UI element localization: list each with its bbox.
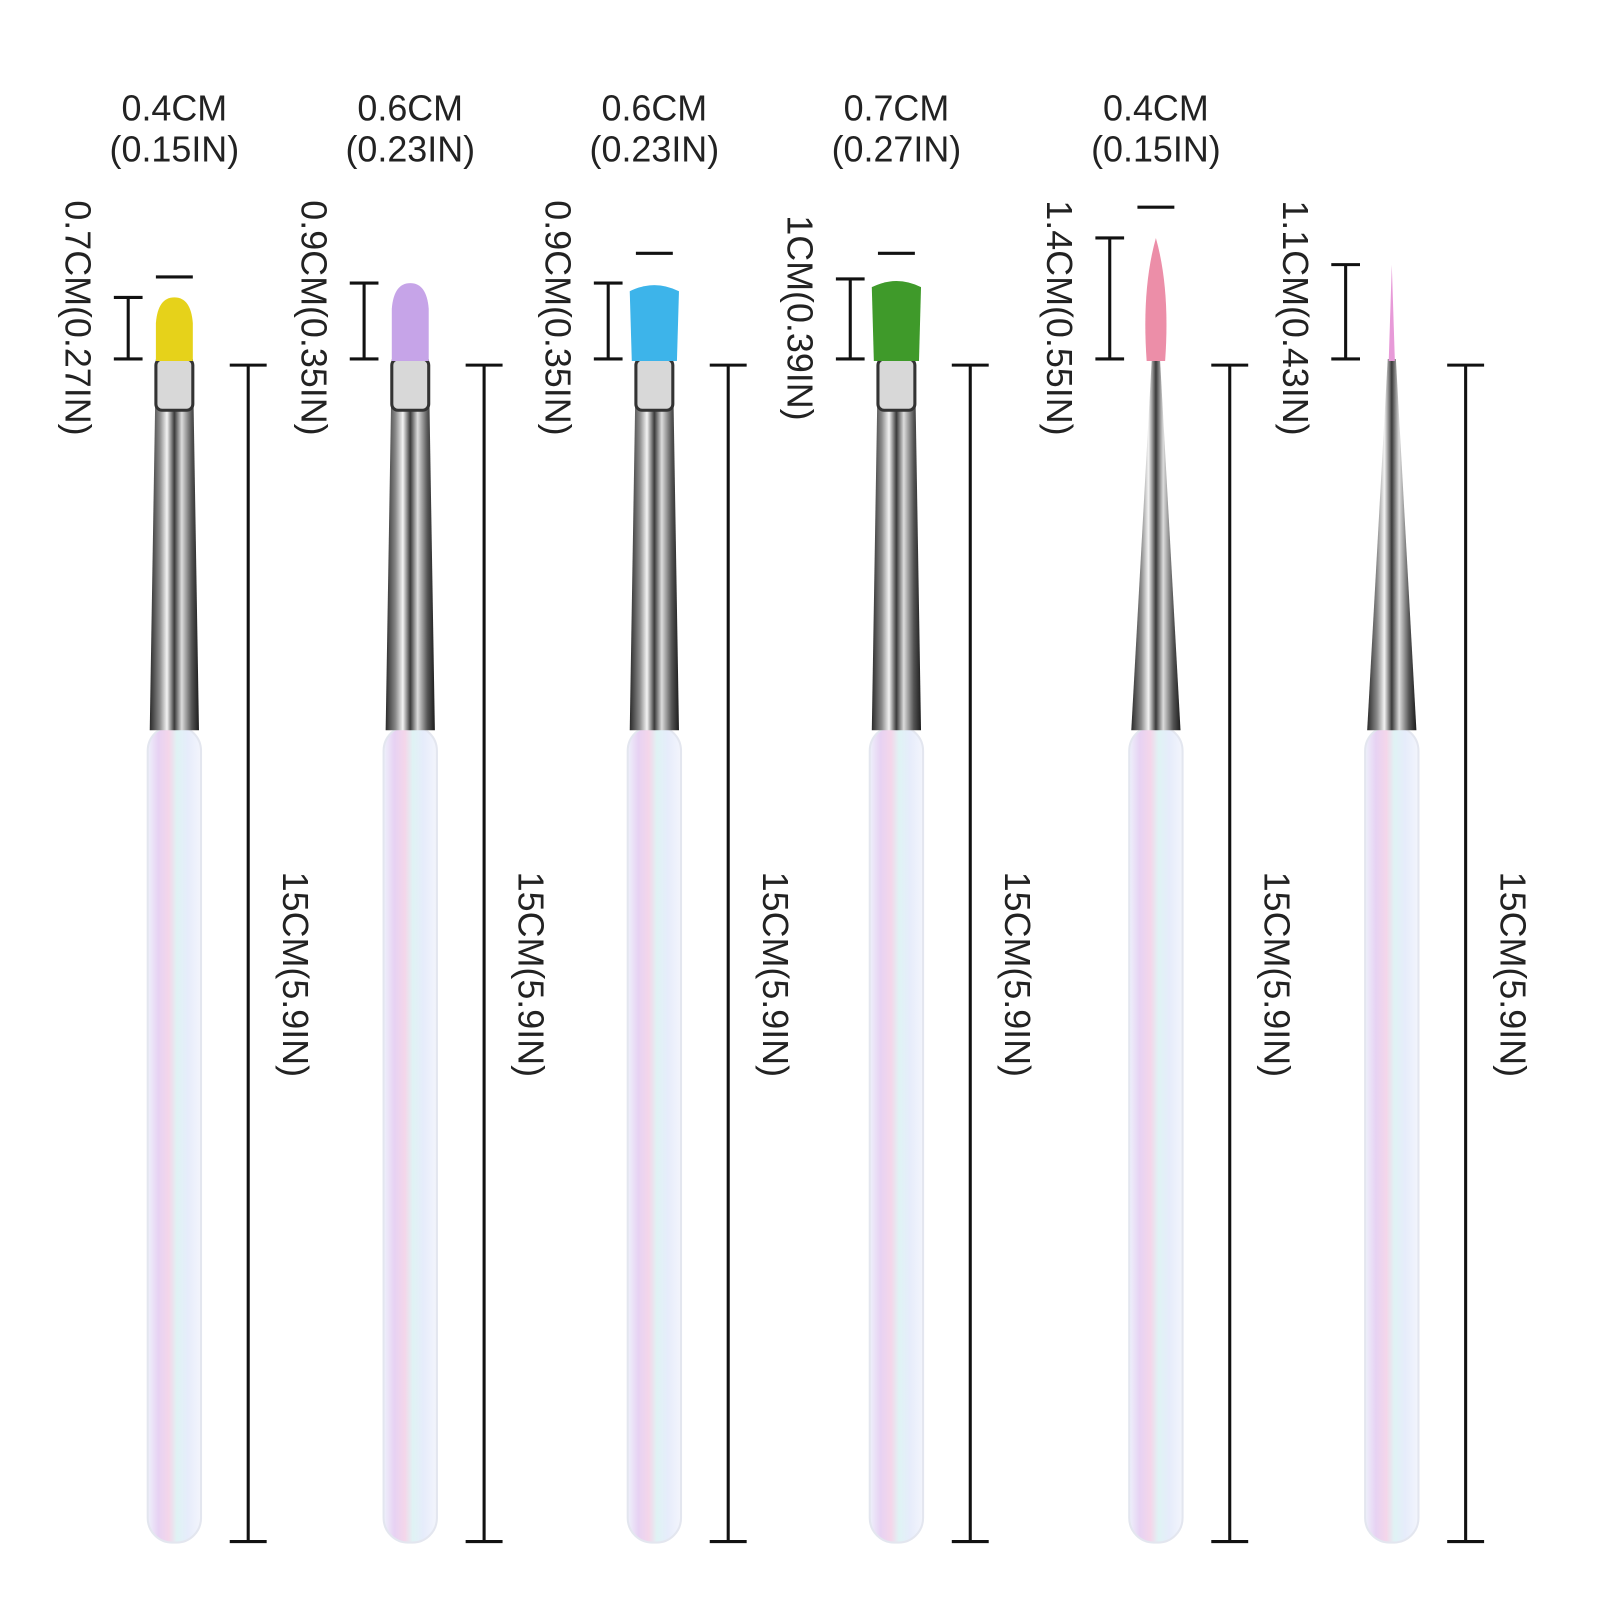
bristle-bracket xyxy=(349,281,379,361)
bristle-length-label: 1CM(0.39IN) xyxy=(779,215,819,420)
total-length-label: 15CM(5.9IN) xyxy=(511,872,551,1077)
bristles xyxy=(155,297,193,362)
brush-handle xyxy=(1364,725,1420,1544)
bristle-bracket xyxy=(113,295,143,361)
total-length-label: 15CM(5.9IN) xyxy=(997,872,1037,1077)
brush-handle xyxy=(146,725,203,1544)
bristle-length-label: 0.9CM(0.35IN) xyxy=(293,200,333,435)
brush-ferrule xyxy=(149,358,199,731)
ferrule-cap xyxy=(876,357,917,412)
ferrule-cap xyxy=(154,357,195,412)
bristle-bracket xyxy=(593,281,623,361)
bristle-length-label: 0.7CM(0.27IN) xyxy=(57,200,97,435)
brush-ferrule xyxy=(629,358,679,731)
bristle-bracket xyxy=(835,277,865,361)
brush-handle xyxy=(1128,725,1184,1544)
width-inch-label: (0.23IN) xyxy=(345,129,475,169)
length-line xyxy=(709,363,747,1544)
length-line xyxy=(1211,363,1249,1544)
ferrule-cap xyxy=(634,357,675,412)
bristle-length-label: 0.9CM(0.35IN) xyxy=(537,200,577,435)
total-length-label: 15CM(5.9IN) xyxy=(755,872,795,1077)
bristle-length-label: 1.4CM(0.55IN) xyxy=(1039,200,1079,435)
bristles xyxy=(1388,264,1395,362)
width-label: 0.4CM xyxy=(122,88,228,128)
width-label: 0.6CM xyxy=(602,88,708,128)
total-length-label: 15CM(5.9IN) xyxy=(1492,872,1532,1077)
brush-handle xyxy=(382,725,438,1544)
bristles xyxy=(1145,237,1167,362)
width-inch-label: (0.27IN) xyxy=(832,129,962,169)
width-label: 0.7CM xyxy=(844,88,950,128)
ferrule-cap xyxy=(390,357,431,412)
brush-ferrule xyxy=(871,358,922,731)
brush-ferrule xyxy=(1131,358,1181,731)
brush-handle xyxy=(626,725,683,1544)
brush-ferrule xyxy=(1367,358,1417,731)
width-inch-label: (0.15IN) xyxy=(1091,129,1221,169)
width-inch-label: (0.15IN) xyxy=(110,129,240,169)
width-label: 0.4CM xyxy=(1103,88,1209,128)
bristle-bracket xyxy=(1331,263,1360,361)
length-line xyxy=(229,363,267,1544)
total-length-label: 15CM(5.9IN) xyxy=(275,872,315,1077)
bristles xyxy=(871,281,922,362)
width-inch-label: (0.23IN) xyxy=(590,129,720,169)
total-length-label: 15CM(5.9IN) xyxy=(1256,872,1296,1077)
bristle-bracket xyxy=(1095,236,1125,361)
length-line xyxy=(1447,363,1485,1544)
bristles xyxy=(391,283,429,362)
length-line xyxy=(465,363,503,1544)
width-label: 0.6CM xyxy=(357,88,463,128)
bristles xyxy=(629,285,679,362)
length-line xyxy=(951,363,989,1544)
brush-ferrule xyxy=(385,358,435,731)
bristle-length-label: 1.1CM(0.43IN) xyxy=(1275,200,1315,435)
brush-handle xyxy=(868,725,925,1544)
